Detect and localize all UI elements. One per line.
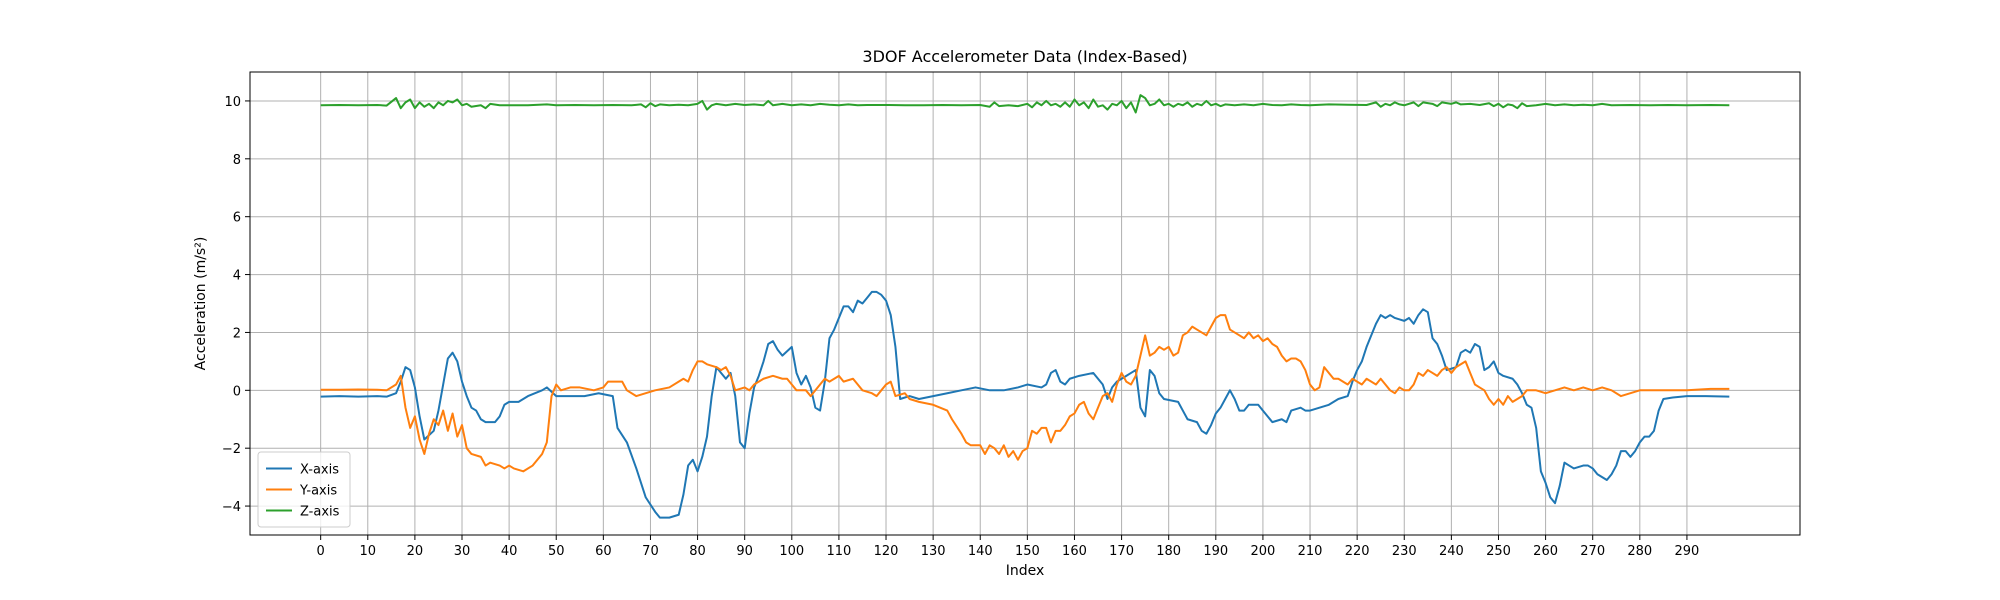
y-tick-label: 8 (233, 153, 241, 168)
plot-frame (249, 71, 1801, 536)
x-tick-label: 190 (1203, 544, 1228, 559)
legend-label: X-axis (300, 463, 339, 478)
plot-area (249, 71, 1801, 536)
y-tick-label: 10 (224, 95, 241, 110)
x-axis-label: Index (1006, 563, 1045, 579)
x-tick-label: 140 (968, 544, 993, 559)
x-tick-label: 230 (1392, 544, 1417, 559)
x-tick-label: 150 (1015, 544, 1040, 559)
series-lines (320, 94, 1730, 519)
plot-background (250, 72, 1800, 535)
y-tick-label: 6 (233, 211, 241, 226)
legend-label: Y-axis (299, 484, 337, 499)
y-axis-label: Acceleration (m/s²) (193, 237, 209, 371)
legend-box (257, 451, 351, 528)
x-tick-label: 220 (1345, 544, 1370, 559)
x-tick-label: 200 (1251, 544, 1276, 559)
x-tick-label: 160 (1062, 544, 1087, 559)
chart-title: 3DOF Accelerometer Data (Index-Based) (862, 47, 1187, 66)
x-tick-label: 110 (826, 544, 851, 559)
x-tick-label: 250 (1486, 544, 1511, 559)
x-tick-label: 210 (1298, 544, 1323, 559)
x-tick-label: 120 (874, 544, 899, 559)
y-tick-label: 2 (233, 326, 241, 341)
series-line-z-axis (320, 94, 1730, 114)
x-axis: 0 10 20 30 40 50 60 70 80 90 100 110 120 130 140 150 160… (317, 535, 1700, 559)
x-tick-label: 30 (454, 544, 471, 559)
x-tick-label: 90 (736, 544, 753, 559)
x-tick-label: 130 (921, 544, 946, 559)
x-tick-label: 0 (317, 544, 325, 559)
legend-label: Z-axis (300, 505, 340, 520)
x-tick-label: 260 (1533, 544, 1558, 559)
x-tick-label: 20 (407, 544, 424, 559)
x-tick-label: 60 (595, 544, 612, 559)
x-tick-label: 270 (1580, 544, 1605, 559)
grid (250, 72, 1800, 535)
x-tick-label: 180 (1156, 544, 1181, 559)
x-tick-label: 170 (1109, 544, 1134, 559)
x-tick-label: 80 (689, 544, 706, 559)
x-tick-label: 280 (1627, 544, 1652, 559)
x-tick-label: 10 (360, 544, 377, 559)
y-tick-label: 0 (233, 384, 241, 399)
legend: X-axis Y-axis Z-axis (257, 451, 351, 528)
y-tick-label: −2 (222, 442, 241, 457)
x-tick-label: 50 (548, 544, 565, 559)
x-tick-label: 40 (501, 544, 518, 559)
x-tick-label: 240 (1439, 544, 1464, 559)
series-line-y-axis (320, 314, 1730, 473)
x-tick-label: 100 (779, 544, 804, 559)
y-tick-label: 4 (233, 269, 241, 284)
x-tick-label: 290 (1675, 544, 1700, 559)
y-tick-label: −4 (222, 500, 241, 515)
series-line-x-axis (320, 290, 1730, 519)
x-tick-label: 70 (642, 544, 659, 559)
y-axis: −4 −2 0 2 4 6 8 10 (222, 95, 250, 515)
